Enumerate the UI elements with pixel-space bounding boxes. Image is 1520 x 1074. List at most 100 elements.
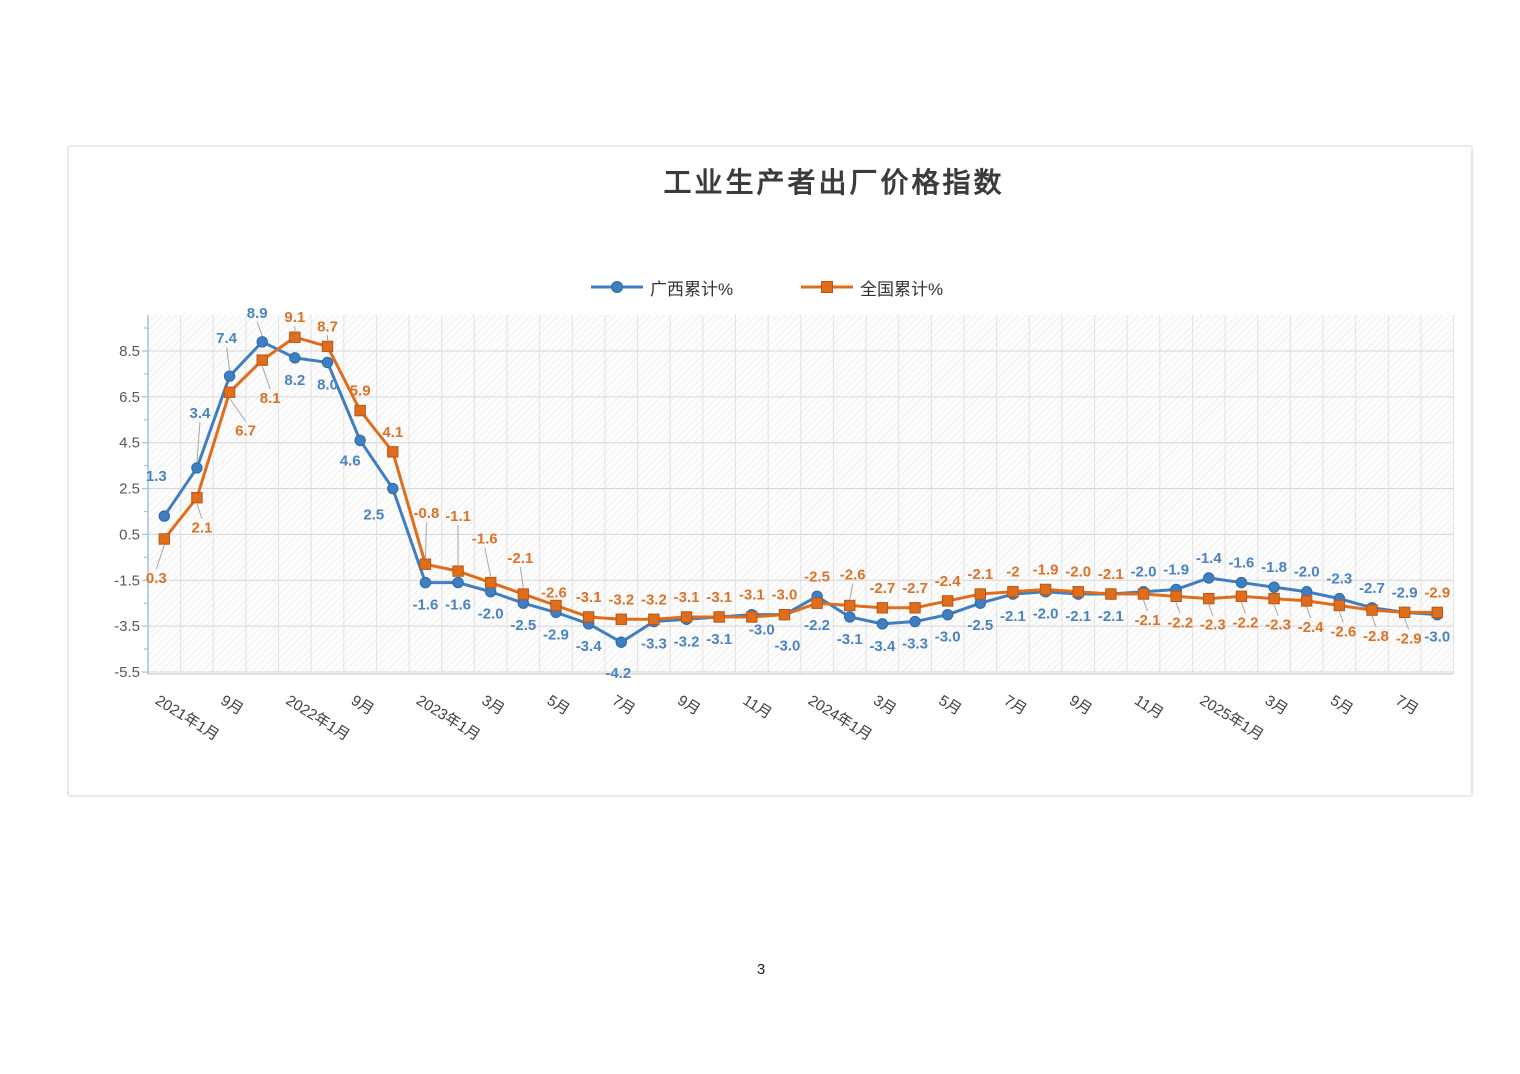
data-label: -3.3	[641, 636, 667, 653]
x-axis-label: 2025年1月	[1197, 692, 1267, 744]
data-label: -2.8	[1363, 628, 1389, 645]
data-label: -3.0	[1424, 629, 1450, 646]
data-point-marker	[387, 482, 399, 495]
data-label: -2.1	[1135, 612, 1161, 629]
data-label: -3.0	[772, 587, 798, 604]
data-label: -3.3	[902, 636, 928, 653]
x-axis-label: 7月	[1001, 692, 1030, 719]
data-point-marker	[289, 352, 301, 364]
series-line	[163, 340, 1438, 644]
label-leader-line	[196, 421, 201, 462]
square-marker-icon	[801, 281, 853, 293]
y-axis-label: -3.5	[114, 618, 140, 635]
data-label: -1.4	[1196, 550, 1223, 567]
data-label: -2.6	[840, 567, 866, 584]
label-leader-line	[1175, 602, 1181, 614]
data-point-marker	[1431, 606, 1443, 619]
chart-container: 工业生产者出厂价格指数 广西累计% 全国累计% 8.5 6.5 4.5 2.5 0.5 -…	[67, 145, 1473, 797]
data-label: 2.5	[363, 507, 384, 524]
data-point-marker	[680, 611, 693, 623]
data-label: 4.6	[340, 452, 361, 469]
data-point-marker	[354, 434, 366, 447]
data-point-marker	[387, 446, 399, 458]
data-label: -2.1	[1000, 608, 1026, 625]
data-label: 6.7	[235, 422, 256, 439]
data-point-marker	[223, 370, 236, 382]
data-point-marker	[941, 608, 954, 621]
data-label: 8.9	[247, 305, 268, 322]
data-label: -2.7	[902, 580, 928, 597]
data-label: 2.1	[192, 520, 213, 537]
x-axis-label: 2021年1月	[152, 692, 222, 744]
data-label: -3.2	[674, 633, 700, 650]
data-label: -2.6	[541, 585, 567, 602]
data-point-marker	[1268, 581, 1280, 593]
data-label: -2.2	[1167, 614, 1193, 631]
data-label: 0.3	[146, 570, 167, 587]
data-label: 3.4	[190, 405, 212, 422]
data-point-marker	[713, 611, 725, 623]
label-leader-line	[424, 522, 427, 559]
data-label: -1.6	[445, 597, 471, 614]
data-label: -1.8	[1261, 559, 1287, 576]
data-point-marker	[648, 613, 660, 625]
data-label: 8.7	[317, 318, 338, 335]
data-point-marker	[1235, 590, 1248, 603]
data-label: -2.5	[510, 617, 536, 634]
data-label: -2.0	[1065, 564, 1091, 581]
data-label: -2.9	[1392, 584, 1418, 601]
data-point-marker	[256, 354, 268, 366]
y-axis-label: -5.5	[114, 664, 140, 681]
data-label: -2.3	[1200, 617, 1226, 634]
label-leader-line	[1208, 604, 1214, 616]
data-label: 7.4	[216, 330, 238, 347]
label-leader-line	[1306, 606, 1312, 619]
x-axis-label: 3月	[479, 692, 508, 719]
data-label: -2.3	[1326, 571, 1352, 588]
data-label: -3.0	[775, 638, 801, 655]
x-axis-label: 2024年1月	[805, 692, 875, 744]
x-axis-label: 2023年1月	[413, 692, 483, 744]
data-point-marker	[1203, 572, 1215, 584]
data-point-marker	[941, 595, 954, 607]
data-point-marker	[1105, 588, 1117, 600]
data-label: -2.1	[967, 566, 993, 583]
data-point-marker	[452, 565, 464, 577]
data-label: -1.6	[472, 531, 498, 548]
data-label: -2.5	[967, 617, 993, 634]
y-axis-label: 4.5	[119, 435, 140, 452]
series-national	[158, 331, 1443, 625]
data-point-marker	[517, 588, 530, 600]
legend-item-national: 全国累计%	[800, 277, 944, 299]
label-leader-line	[155, 544, 165, 570]
data-point-marker	[485, 576, 497, 589]
data-label: -2.3	[1265, 617, 1291, 634]
x-axis-label: 9月	[348, 692, 377, 719]
data-label: -2.7	[1359, 580, 1385, 597]
data-label: -3.0	[749, 622, 775, 639]
label-leader-line	[849, 583, 854, 600]
data-point-marker	[191, 492, 203, 504]
data-point-marker	[321, 356, 334, 369]
x-axis-label: 11月	[740, 692, 775, 723]
page-number: 3	[756, 961, 766, 978]
data-point-marker	[256, 336, 268, 348]
x-axis-label: 5月	[936, 692, 965, 719]
data-label: -2.0	[1033, 606, 1059, 623]
data-label: -2.7	[869, 580, 895, 597]
circle-marker-icon	[591, 281, 643, 293]
data-point-marker	[191, 462, 203, 474]
x-axis-label: 9月	[217, 692, 246, 719]
data-label: -2.0	[1131, 564, 1157, 581]
label-leader-line	[1240, 602, 1246, 614]
legend-label-national: 全国累计%	[860, 279, 944, 299]
y-axis-label: 2.5	[119, 481, 140, 498]
data-point-marker	[1301, 595, 1313, 607]
data-point-marker	[1268, 592, 1280, 605]
data-point-marker	[158, 533, 170, 545]
data-label: 8.2	[284, 372, 305, 389]
data-point-marker	[158, 510, 171, 522]
data-point-marker	[876, 602, 889, 614]
